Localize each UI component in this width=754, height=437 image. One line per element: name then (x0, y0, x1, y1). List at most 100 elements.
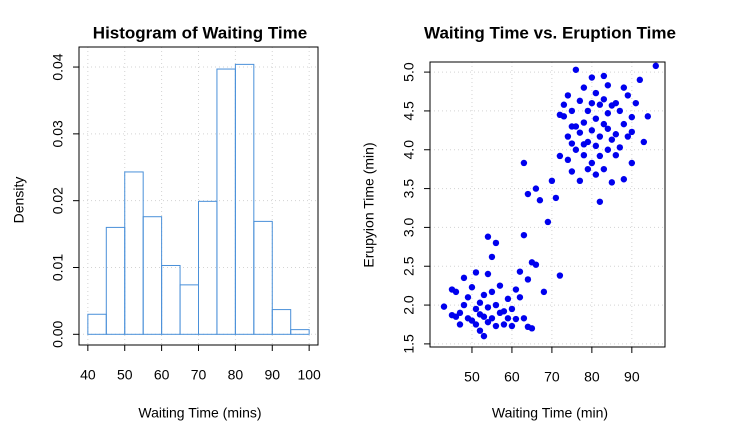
point (480, 332, 488, 340)
point (472, 269, 480, 276)
point (540, 288, 548, 296)
point (500, 321, 508, 328)
point (568, 168, 576, 175)
bar (234, 63, 255, 335)
point (636, 76, 644, 84)
point (496, 282, 504, 289)
point (504, 295, 512, 303)
point (536, 197, 544, 204)
plot-box (78, 46, 319, 346)
y-tick-label: 3.5 (401, 179, 417, 199)
point (572, 66, 580, 73)
point (608, 136, 616, 143)
point (624, 92, 632, 99)
point (588, 159, 596, 167)
x-tick-label: 70 (191, 367, 207, 383)
y-tick-label: 1.5 (401, 334, 417, 354)
point (588, 127, 596, 134)
point (616, 144, 624, 151)
point (508, 305, 516, 313)
point (604, 82, 612, 89)
point (600, 120, 608, 128)
point (516, 268, 524, 275)
y-tick-label: 0.02 (50, 187, 66, 214)
point (452, 288, 460, 296)
x-tick-label: 90 (624, 369, 640, 385)
point (584, 165, 592, 173)
point (600, 72, 608, 80)
bar (290, 329, 310, 335)
point (488, 288, 496, 296)
chart-title: Waiting Time vs. Eruption Time (424, 23, 676, 42)
point (592, 171, 600, 178)
point (528, 259, 536, 266)
point (488, 315, 496, 322)
point (460, 301, 468, 309)
y-axis-title: Density (11, 177, 27, 224)
point (628, 159, 636, 167)
point (620, 120, 628, 128)
point (628, 113, 636, 121)
point (584, 107, 592, 115)
point (632, 99, 640, 107)
point (604, 125, 612, 132)
bar (253, 220, 273, 335)
point (556, 111, 564, 119)
point (620, 84, 628, 91)
y-tick-label: 4.5 (401, 101, 417, 121)
point (492, 322, 500, 330)
point (492, 239, 500, 247)
plot-box (429, 61, 666, 348)
point (596, 152, 604, 160)
point (588, 99, 596, 107)
point (592, 115, 600, 122)
point (612, 151, 620, 159)
point (440, 303, 448, 310)
point (576, 97, 584, 105)
point (600, 165, 608, 173)
point (456, 309, 464, 317)
point (544, 218, 552, 226)
point (564, 156, 572, 164)
point (516, 294, 524, 301)
point (616, 107, 624, 115)
y-tick-label: 3.0 (401, 217, 417, 237)
bar (271, 309, 292, 335)
point (652, 62, 660, 70)
point (576, 129, 584, 136)
point (580, 84, 588, 91)
point (484, 233, 492, 240)
y-tick-label: 0.00 (50, 320, 66, 347)
point (596, 198, 604, 205)
point (472, 321, 480, 328)
point (520, 231, 528, 239)
point (640, 138, 648, 146)
point (588, 74, 596, 81)
point (508, 322, 516, 330)
point (548, 177, 556, 185)
point (484, 318, 492, 326)
y-tick-label: 2.0 (401, 295, 417, 315)
x-tick-label: 60 (154, 367, 170, 383)
point (580, 151, 588, 159)
x-tick-label: 50 (464, 369, 480, 385)
y-tick-label: 0.01 (50, 254, 66, 281)
point (456, 321, 464, 328)
point (524, 276, 532, 283)
point (520, 315, 528, 322)
x-tick-label: 80 (584, 369, 600, 385)
y-tick-label: 2.5 (401, 256, 417, 276)
point (576, 177, 584, 185)
point (484, 304, 492, 311)
point (556, 272, 564, 279)
point (580, 119, 588, 126)
point (568, 140, 576, 147)
point (484, 270, 492, 278)
x-tick-label: 80 (228, 367, 244, 383)
point (524, 190, 532, 198)
point (608, 179, 616, 186)
point (612, 131, 620, 138)
point (612, 99, 620, 107)
